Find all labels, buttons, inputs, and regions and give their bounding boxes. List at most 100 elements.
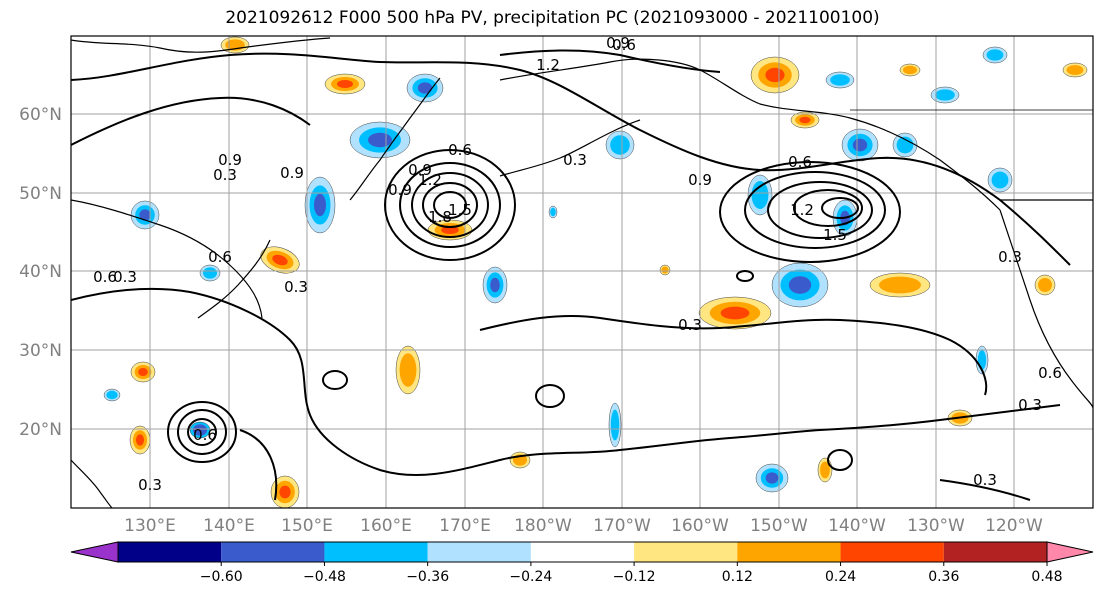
pv-contour-low-east-3 bbox=[767, 181, 873, 239]
precip-blob bbox=[987, 167, 1013, 193]
precip-blob-level bbox=[720, 306, 750, 320]
lon-label: 130°E bbox=[124, 516, 176, 536]
pv-contour-low-east-outer bbox=[719, 161, 901, 263]
contour-label: 0.6 bbox=[612, 36, 636, 54]
contour-label: 0.3 bbox=[998, 248, 1022, 266]
precip-blob bbox=[548, 205, 558, 219]
precip-blob bbox=[103, 388, 121, 402]
precip-blob bbox=[130, 200, 160, 230]
precip-blob bbox=[790, 111, 820, 129]
precip-blob-level bbox=[820, 461, 830, 479]
precip-blob bbox=[270, 475, 300, 508]
precip-blob bbox=[825, 71, 855, 89]
colorbar-tick-label: 0.12 bbox=[722, 569, 753, 585]
lon-label: 170°W bbox=[593, 516, 651, 536]
coastline-aleutians bbox=[499, 119, 641, 177]
precip-blob-level bbox=[337, 80, 353, 88]
pv-contours bbox=[71, 49, 1071, 501]
pv-contour-low-west-2 bbox=[399, 162, 501, 248]
precip-blob bbox=[755, 463, 789, 493]
precip-blob bbox=[199, 264, 221, 282]
latitude-labels: 60°N 50°N 40°N 30°N 20°N bbox=[19, 105, 62, 440]
precip-blob-level bbox=[138, 368, 148, 376]
precip-blob bbox=[1062, 62, 1088, 78]
lon-label: 160°E bbox=[360, 516, 412, 536]
precip-blob-level bbox=[610, 409, 620, 441]
contour-label: 0.3 bbox=[138, 476, 162, 494]
chart-title: 2021092612 F000 500 hPa PV, precipitatio… bbox=[0, 8, 1105, 28]
precip-blob-level bbox=[879, 276, 921, 294]
pv-contour-small-2 bbox=[535, 384, 565, 408]
lon-label: 150°W bbox=[750, 516, 808, 536]
contour-label: 0.9 bbox=[280, 164, 304, 182]
precip-blob bbox=[869, 272, 931, 298]
precip-blob bbox=[982, 46, 1008, 64]
colorbar-segment bbox=[634, 542, 738, 562]
colorbar-tick-label: −0.48 bbox=[303, 569, 346, 585]
lon-label: 180°W bbox=[514, 516, 572, 536]
precip-blob bbox=[659, 264, 671, 276]
pv-contour-low-west-3 bbox=[411, 172, 489, 238]
precip-blob bbox=[930, 86, 960, 104]
colorbar-segment bbox=[118, 542, 222, 562]
precip-blob-level bbox=[935, 89, 955, 101]
pv-contour-1.2-north bbox=[499, 49, 721, 73]
pv-contour-low-west-outer bbox=[384, 149, 516, 261]
lon-label: 120°W bbox=[985, 516, 1043, 536]
precip-blob-level bbox=[368, 132, 392, 148]
coastline-asia-east bbox=[71, 199, 263, 319]
precip-blob-level bbox=[490, 277, 500, 293]
pv-contour-typhoon-outer bbox=[167, 401, 237, 463]
precip-blob-level bbox=[1066, 65, 1084, 75]
precip-blob bbox=[841, 128, 879, 162]
pv-contour-low-east-5 bbox=[821, 197, 859, 219]
precip-blob bbox=[130, 361, 156, 383]
contour-label: 0.9 bbox=[408, 161, 432, 179]
precip-blob bbox=[605, 130, 635, 160]
contour-label: 0.3 bbox=[973, 471, 997, 489]
precip-blob bbox=[349, 121, 411, 159]
colorbar-tick-label: 0.36 bbox=[928, 569, 959, 585]
map-border bbox=[70, 35, 1094, 509]
precip-blob bbox=[608, 402, 622, 448]
lat-label: 50°N bbox=[19, 184, 62, 204]
precip-blob bbox=[304, 176, 336, 234]
precip-blob-level bbox=[139, 209, 151, 221]
contour-label: 0.9 bbox=[688, 171, 712, 189]
precip-blob-level bbox=[399, 353, 417, 387]
contour-label: 0.6 bbox=[93, 268, 117, 286]
lon-label: 140°W bbox=[828, 516, 886, 536]
colorbar-segment bbox=[943, 542, 1047, 562]
coastline-north-america-west bbox=[999, 209, 1093, 409]
precip-blob-level bbox=[1038, 278, 1052, 292]
pv-contour-low-east-4 bbox=[793, 189, 863, 227]
precip-blob-level bbox=[799, 116, 811, 124]
lat-label: 40°N bbox=[19, 262, 62, 282]
contour-label: 1.2 bbox=[418, 171, 442, 189]
precip-blob-level bbox=[272, 254, 288, 266]
contour-label: 0.3 bbox=[284, 278, 308, 296]
pv-contour-0.6-southwest bbox=[239, 429, 278, 501]
map-panel: 1.20.90.60.90.60.30.90.60.31.21.50.90.60… bbox=[71, 36, 1093, 508]
precip-blob bbox=[260, 246, 300, 274]
colorbar-segment bbox=[324, 542, 428, 562]
colorbar: −0.60 −0.48 −0.36 −0.24 −0.12 0.12 0.24 0.36 0.4… bbox=[70, 541, 1094, 585]
lat-label: 30°N bbox=[19, 341, 62, 361]
pv-contour-small-1 bbox=[322, 370, 348, 390]
precip-blob-level bbox=[896, 136, 914, 154]
lon-label: 140°E bbox=[203, 516, 255, 536]
lon-label: 130°W bbox=[907, 516, 965, 536]
coastline-kamchatka bbox=[349, 77, 441, 201]
contour-label: 1.8 bbox=[428, 208, 452, 226]
precip-blob bbox=[406, 73, 444, 103]
precip-blob-level bbox=[977, 350, 987, 370]
precip-blob bbox=[771, 262, 829, 308]
lon-label: 160°W bbox=[671, 516, 729, 536]
precip-blob-level bbox=[193, 424, 207, 436]
pv-contour-0.3-north bbox=[71, 52, 1071, 266]
precip-blob-level bbox=[417, 82, 433, 94]
colorbar-segment bbox=[840, 542, 944, 562]
precip-blob bbox=[129, 425, 151, 455]
pv-contour-0.3-east-tail bbox=[939, 479, 1031, 501]
precip-blob-level bbox=[106, 390, 118, 400]
